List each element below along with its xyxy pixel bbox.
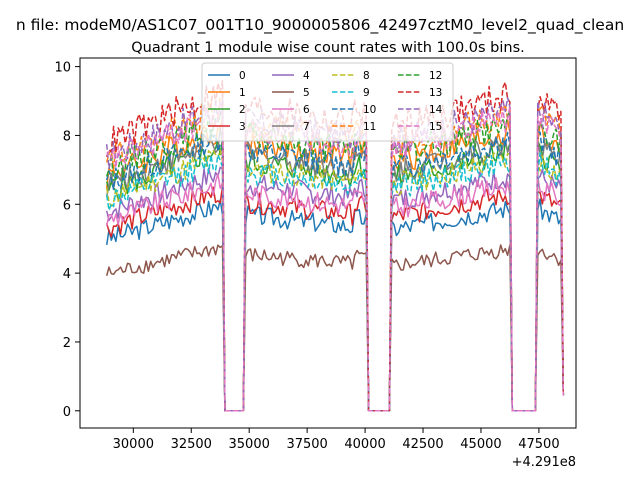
legend-label: 0: [239, 70, 246, 82]
series-line-7: [105, 127, 565, 412]
legend-label: 4: [303, 70, 310, 82]
legend-label: 6: [303, 104, 310, 116]
legend-box: [201, 62, 454, 142]
x-tick-label: 37500: [286, 437, 327, 452]
legend-label: 12: [429, 70, 442, 82]
plot-frame: [79, 57, 577, 429]
x-tick-label: 30000: [113, 437, 154, 452]
y-tick-label: 8: [63, 129, 71, 144]
x-tick-label: 47500: [518, 437, 559, 452]
legend-label: 5: [303, 87, 310, 99]
x-tick-label: 35000: [229, 437, 270, 452]
chart-title: Quadrant 1 module wise count rates with …: [131, 40, 525, 56]
series-line-4: [105, 166, 565, 412]
series-line-6: [105, 173, 565, 412]
x-offset-label: +4.291e8: [512, 455, 576, 470]
legend-label: 15: [429, 121, 442, 133]
x-tick-label: 45000: [460, 437, 501, 452]
figure-suptitle: n file: modeM0/AS1C07_001T10_9000005806_…: [16, 16, 624, 35]
x-tick-label: 40000: [344, 437, 385, 452]
x-tick-label: 42500: [402, 437, 443, 452]
legend-label: 7: [303, 121, 310, 133]
series-line-10: [105, 128, 565, 412]
y-axis: 0 2 4 6 8 10: [54, 61, 80, 420]
series-line-5: [105, 244, 565, 412]
series-line-3: [105, 185, 565, 412]
y-tick-label: 0: [63, 405, 71, 420]
y-tick-label: 2: [63, 336, 71, 351]
x-tick-label: 32500: [171, 437, 212, 452]
legend-label: 8: [363, 70, 370, 82]
series-line-12: [105, 108, 565, 412]
legend-label: 3: [239, 121, 246, 133]
legend-label: 1: [239, 87, 246, 99]
legend-label: 10: [363, 104, 376, 116]
series-line-15: [106, 100, 565, 412]
y-tick-label: 6: [63, 198, 71, 213]
legend-label: 2: [239, 104, 246, 116]
legend-label: 11: [363, 121, 376, 133]
legend-label: 9: [363, 87, 370, 99]
x-axis: 30000 32500 35000 37500 40000 42500 45000 47500: [113, 428, 560, 452]
y-tick-label: 10: [54, 61, 71, 76]
y-tick-label: 4: [63, 267, 71, 282]
legend-label: 13: [429, 87, 442, 99]
series-line-0: [105, 198, 565, 412]
legend-label: 14: [429, 104, 443, 116]
series-line-9: [105, 152, 565, 412]
